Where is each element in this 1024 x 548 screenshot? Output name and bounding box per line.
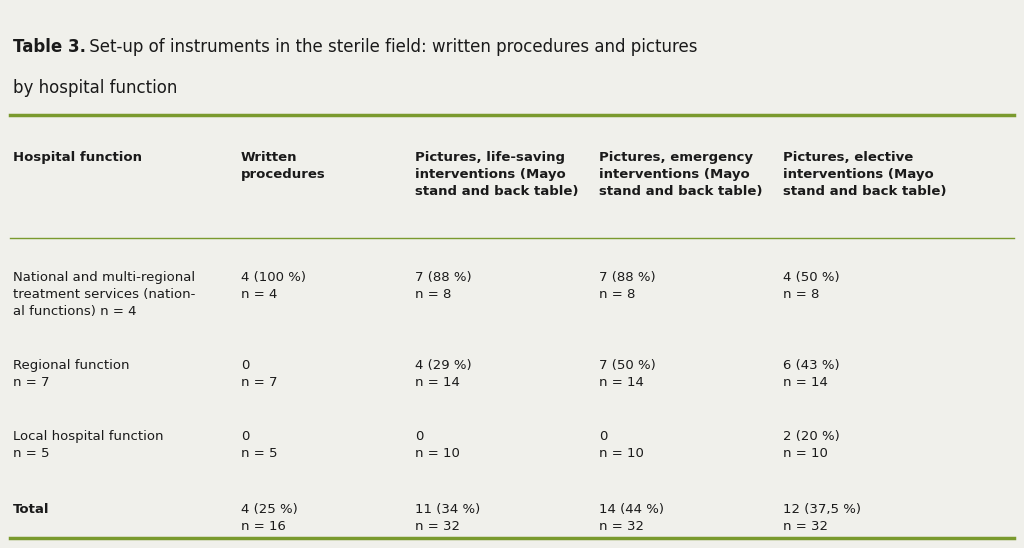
Text: 6 (43 %)
n = 14: 6 (43 %) n = 14 [783,359,840,389]
Text: Written
procedures: Written procedures [241,151,326,181]
Text: 14 (44 %)
n = 32: 14 (44 %) n = 32 [599,503,664,533]
Text: 11 (34 %)
n = 32: 11 (34 %) n = 32 [415,503,480,533]
Text: Set-up of instruments in the sterile field: written procedures and pictures: Set-up of instruments in the sterile fie… [84,38,697,56]
Text: Table 3.: Table 3. [13,38,86,56]
Text: 4 (29 %)
n = 14: 4 (29 %) n = 14 [415,359,471,389]
Text: Local hospital function
n = 5: Local hospital function n = 5 [13,430,164,460]
Text: 12 (37,5 %)
n = 32: 12 (37,5 %) n = 32 [783,503,861,533]
Text: 4 (100 %)
n = 4: 4 (100 %) n = 4 [241,271,305,301]
Text: 0
n = 10: 0 n = 10 [599,430,644,460]
Text: 0
n = 7: 0 n = 7 [241,359,278,389]
Text: 7 (88 %)
n = 8: 7 (88 %) n = 8 [415,271,471,301]
Text: 7 (88 %)
n = 8: 7 (88 %) n = 8 [599,271,655,301]
Text: 2 (20 %)
n = 10: 2 (20 %) n = 10 [783,430,840,460]
Text: 4 (25 %)
n = 16: 4 (25 %) n = 16 [241,503,297,533]
Text: 0
n = 5: 0 n = 5 [241,430,278,460]
Text: 7 (50 %)
n = 14: 7 (50 %) n = 14 [599,359,655,389]
Text: 0
n = 10: 0 n = 10 [415,430,460,460]
Text: Pictures, life-saving
interventions (Mayo
stand and back table): Pictures, life-saving interventions (May… [415,151,579,198]
Text: Hospital function: Hospital function [13,151,142,164]
Text: by hospital function: by hospital function [13,79,178,98]
Text: Total: Total [13,503,50,516]
Text: Pictures, elective
interventions (Mayo
stand and back table): Pictures, elective interventions (Mayo s… [783,151,947,198]
Text: Pictures, emergency
interventions (Mayo
stand and back table): Pictures, emergency interventions (Mayo … [599,151,763,198]
Text: 4 (50 %)
n = 8: 4 (50 %) n = 8 [783,271,840,301]
Text: Regional function
n = 7: Regional function n = 7 [13,359,130,389]
Text: National and multi-regional
treatment services (nation-
al functions) n = 4: National and multi-regional treatment se… [13,271,196,318]
